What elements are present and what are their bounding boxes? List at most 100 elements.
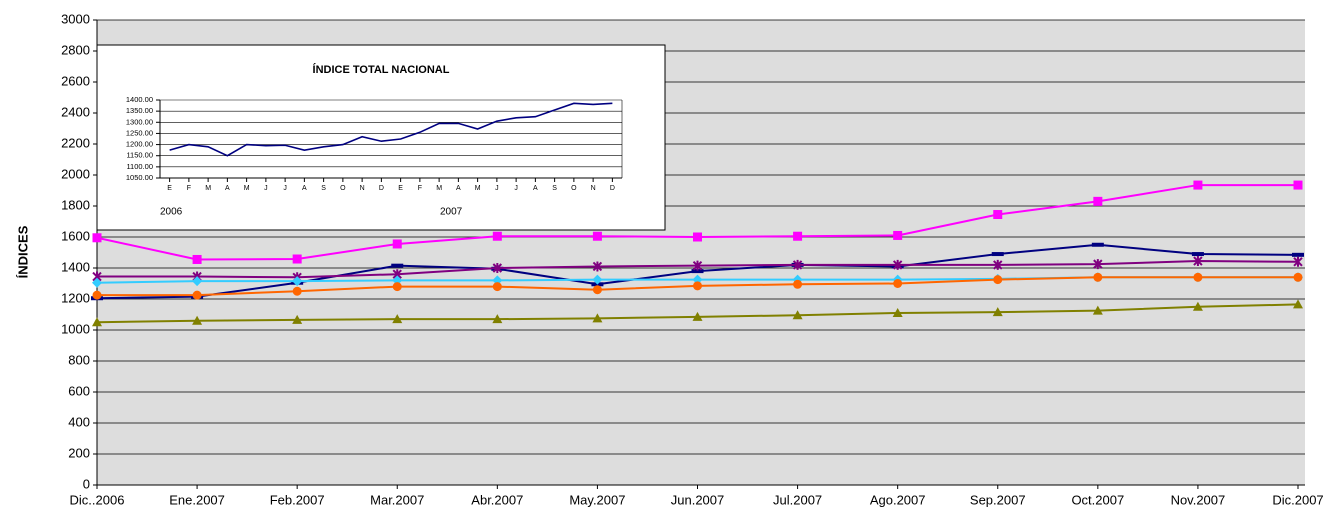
x-tick-label: Jul.2007 [773,492,822,507]
x-tick-label: D [379,185,384,192]
y-tick-label: 200 [68,445,90,460]
x-tick-label: E [398,185,403,192]
y-tick-label: 1400.00 [126,95,153,104]
y-tick-label: 3000 [61,11,90,26]
y-tick-label: 400 [68,414,90,429]
x-tick-label: M [436,185,442,192]
point-marker [1093,196,1103,206]
inset-frame [96,44,666,231]
x-tick-label: J [514,185,518,192]
x-tick-label: Nov.2007 [1171,492,1226,507]
y-tick-label: 2200 [61,135,90,150]
point-marker [793,279,803,289]
x-tick-label: J [495,185,499,192]
point-marker [792,310,803,320]
x-tick-label: Ago.2007 [870,492,926,507]
point-marker [892,259,903,270]
point-marker [192,315,203,325]
y-tick-label: 2000 [61,166,90,181]
point-marker [993,210,1003,220]
point-marker [1292,252,1304,257]
y-tick-label: 1000 [61,321,90,336]
x-tick-label: M [244,185,250,192]
x-tick-label: A [456,185,461,192]
point-marker [392,239,402,249]
x-tick-label: D [610,185,615,192]
point-marker [492,231,502,241]
y-tick-label: 1250.00 [126,128,153,137]
point-marker [292,314,303,324]
y-tick-label: 1350.00 [126,106,153,115]
point-marker [392,282,402,292]
point-marker [292,276,303,287]
point-marker [1091,242,1104,247]
y-tick-label: 800 [68,352,90,367]
point-marker [1191,252,1204,257]
y-tick-label: 1800 [61,197,90,212]
point-marker [793,231,803,241]
point-marker [991,252,1004,257]
point-marker [592,261,603,272]
point-marker [893,230,903,240]
x-tick-label: M [205,185,211,192]
x-tick-label: A [302,185,307,192]
point-marker [1293,272,1303,282]
series-line [169,102,613,157]
point-marker [1193,272,1203,282]
point-marker [92,290,102,300]
point-marker [92,233,102,243]
x-tick-label: Ene.2007 [169,492,225,507]
y-tick-label: 600 [68,383,90,398]
y-axis-title: ÍNDICES [15,225,30,278]
point-marker [993,275,1003,285]
point-marker [592,274,603,285]
point-marker [492,314,503,324]
y-tick-label: 1300.00 [126,117,153,126]
x-tick-label: F [187,185,191,192]
point-marker [1093,272,1103,282]
x-tick-label: Sep.2007 [970,492,1026,507]
point-marker [592,313,603,323]
y-tick-label: 1600 [61,228,90,243]
x-tick-label: F [418,185,422,192]
point-marker [1193,256,1203,267]
year-label: 2007 [440,207,463,218]
point-marker [691,269,704,274]
y-tick-label: 2800 [61,42,90,57]
point-marker [92,277,102,288]
point-marker [1293,180,1303,190]
y-tick-label: 1050.00 [126,173,153,182]
x-tick-label: Feb.2007 [270,492,325,507]
point-marker [192,254,202,264]
x-tick-label: May.2007 [569,492,625,507]
point-marker [992,307,1003,317]
point-marker [292,286,302,296]
point-marker [292,254,302,264]
point-marker [693,281,702,291]
y-tick-label: 1150.00 [126,151,153,160]
x-tick-label: E [167,185,172,192]
point-marker [993,259,1003,270]
x-tick-label: J [283,185,287,192]
point-marker [1092,305,1103,315]
x-tick-label: Mar.2007 [370,492,424,507]
point-marker [893,279,903,288]
point-marker [1293,299,1303,309]
y-tick-label: 1400 [61,259,90,274]
point-marker [792,259,803,270]
point-marker [192,290,202,300]
y-tick-label: 1100.00 [126,162,153,171]
x-tick-label: O [340,185,346,192]
point-marker [92,317,102,327]
x-tick-label: Oct.2007 [1071,492,1124,507]
x-tick-label: J [264,185,268,192]
x-tick-label: S [321,185,326,192]
x-tick-label: N [591,185,596,192]
x-tick-label: S [552,185,557,192]
x-tick-label: A [533,185,538,192]
year-label: 2006 [160,207,183,218]
x-tick-label: O [571,185,577,192]
x-tick-label: Dic..2006 [70,492,125,507]
point-marker [492,263,503,273]
